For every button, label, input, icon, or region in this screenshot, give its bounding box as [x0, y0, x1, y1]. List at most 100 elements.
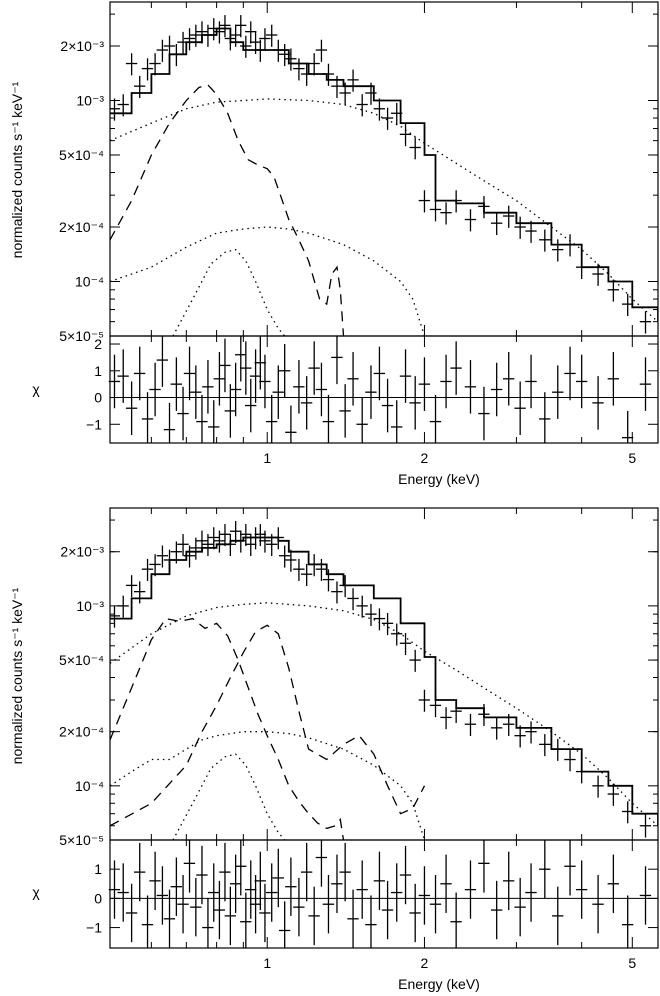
residual-point: [339, 384, 351, 438]
residual-point: [259, 354, 271, 409]
y-tick-label: 5×10⁻⁵: [59, 328, 104, 344]
residual-point: [240, 341, 252, 395]
residual-point: [564, 346, 576, 401]
data-point: [575, 256, 588, 280]
x-tick-label: 5: [628, 450, 636, 466]
data-point: [373, 608, 386, 631]
residual-point: [254, 851, 266, 911]
residual-point: [621, 410, 634, 443]
data-point: [300, 563, 313, 586]
residual-point: [190, 877, 202, 937]
residual-point: [208, 400, 220, 443]
data-point: [202, 24, 214, 47]
residual-point: [249, 349, 262, 403]
residual-point: [190, 365, 202, 419]
residual-point: [235, 336, 247, 382]
data-point: [125, 53, 138, 76]
residual-point: [356, 397, 368, 443]
residual-point: [272, 848, 284, 908]
spectrum-plot-area: [110, 15, 658, 336]
data-point: [639, 311, 652, 334]
residual-point: [464, 860, 477, 919]
residual-point: [365, 895, 377, 948]
residual-point: [278, 901, 291, 948]
data-point: [285, 48, 297, 71]
residual-point: [552, 886, 564, 946]
panel-bottom: 1 2 5 Energy (keV) 2×10⁻³ 10⁻³ 5×10⁻⁴ 2×10⁻⁴ 10⁻…: [9, 507, 659, 992]
residual-point: [213, 352, 226, 406]
residual-tick-label: −1: [86, 416, 102, 432]
data-point: [308, 554, 320, 577]
y-tick-label: 10⁻⁴: [75, 274, 104, 290]
residual-point: [141, 895, 154, 948]
residual-tick-label: 0: [94, 390, 102, 406]
x-axis-label: Energy (keV): [398, 471, 480, 487]
data-point: [213, 21, 226, 44]
residual-point: [365, 365, 377, 419]
model-component-dashed: [110, 624, 426, 827]
residual-point: [285, 857, 297, 916]
residual-point: [490, 362, 503, 417]
data-point: [322, 63, 335, 86]
data-point: [315, 558, 328, 581]
data-point: [190, 24, 202, 47]
residual-point: [141, 392, 154, 443]
residual-frame: [109, 335, 659, 444]
residual-point: [373, 851, 386, 911]
x-axis-label: Energy (keV): [398, 976, 480, 992]
residual-point: [163, 402, 176, 443]
residual-point: [450, 892, 462, 948]
data-point: [525, 220, 537, 243]
residual-point: [183, 346, 196, 401]
data-point: [133, 581, 146, 604]
data-point: [399, 124, 412, 147]
residual-point: [490, 880, 503, 940]
residual-point: [564, 840, 576, 896]
residual-point: [575, 860, 588, 919]
residual-point: [502, 851, 515, 911]
residual-point: [213, 880, 226, 940]
residual-point: [149, 362, 161, 417]
residual-point: [117, 349, 129, 403]
data-point: [390, 623, 403, 646]
residual-point: [440, 854, 452, 913]
residual-point: [592, 376, 604, 430]
y-tick-label: 5×10⁻⁵: [59, 832, 104, 848]
y-tick-label: 5×10⁻⁴: [59, 147, 104, 163]
residual-point: [639, 866, 652, 925]
residual-tick-label: 0: [94, 890, 102, 906]
data-point: [347, 69, 359, 92]
data-point: [293, 558, 305, 581]
data-point: [607, 783, 619, 806]
residual-point: [293, 360, 305, 414]
data-point: [183, 28, 196, 51]
data-point: [315, 39, 328, 62]
data-point: [240, 524, 252, 547]
residual-point: [331, 854, 343, 913]
data-point: [224, 28, 236, 51]
x-tick-label: 5: [628, 955, 636, 971]
residual-point: [331, 336, 343, 385]
residual-point: [219, 338, 231, 393]
data-point: [219, 15, 231, 38]
residual-point: [552, 365, 564, 419]
residual-point: [607, 352, 619, 406]
model-component-dashed: [110, 617, 345, 840]
data-point: [265, 24, 278, 47]
data-point: [149, 554, 161, 577]
data-point: [117, 94, 129, 117]
model-component-dashed: [110, 84, 345, 336]
residual-point: [224, 886, 236, 946]
y-tick-label: 2×10⁻³: [60, 544, 104, 560]
residual-point: [235, 840, 247, 896]
residual-point: [381, 378, 394, 433]
data-point: [110, 605, 121, 628]
residual-point: [440, 354, 452, 409]
residual-point: [300, 842, 313, 902]
data-point: [347, 588, 359, 611]
residual-point: [308, 341, 320, 395]
data-point: [365, 603, 377, 626]
y-tick-label: 2×10⁻⁴: [59, 219, 104, 235]
data-point: [490, 717, 503, 740]
